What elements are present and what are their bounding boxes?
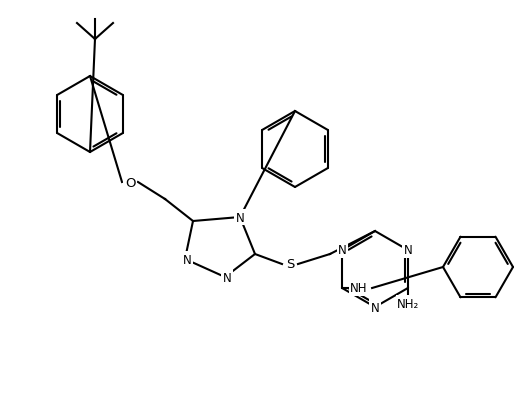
Text: N: N: [337, 244, 346, 257]
Text: N: N: [370, 301, 379, 314]
Text: N: N: [403, 244, 412, 257]
Text: N: N: [183, 253, 191, 266]
Text: NH₂: NH₂: [397, 297, 419, 310]
Text: O: O: [125, 176, 135, 189]
Text: N: N: [236, 211, 244, 224]
Text: NH: NH: [350, 282, 368, 295]
Text: S: S: [286, 258, 294, 271]
Text: N: N: [223, 271, 232, 284]
